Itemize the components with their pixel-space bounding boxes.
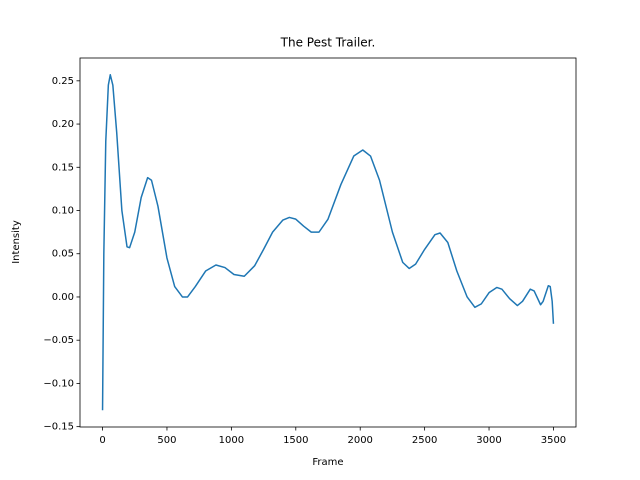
y-tick-label: −0.10 xyxy=(43,378,74,389)
y-axis-label: Intensity xyxy=(11,220,22,264)
y-tick-label: −0.15 xyxy=(43,422,74,433)
x-tick-label: 500 xyxy=(157,435,176,446)
y-tick-label: 0.25 xyxy=(52,76,74,87)
x-tick-label: 2000 xyxy=(347,435,372,446)
plot-frame xyxy=(79,57,577,428)
data-line xyxy=(101,74,555,411)
x-tick-label: 0 xyxy=(99,435,105,446)
y-tick-label: 0.00 xyxy=(52,292,74,303)
x-tick-label: 3500 xyxy=(541,435,566,446)
y-tick-label: 0.10 xyxy=(52,206,74,217)
x-tick-label: 1000 xyxy=(219,435,244,446)
y-tick-label: 0.20 xyxy=(52,119,74,130)
x-tick-label: 1500 xyxy=(283,435,308,446)
y-tick-label: −0.05 xyxy=(43,335,74,346)
y-tick-label: 0.15 xyxy=(52,162,74,173)
x-tick-label: 3000 xyxy=(476,435,501,446)
x-tick-label: 2500 xyxy=(412,435,437,446)
y-tick-label: 0.05 xyxy=(52,249,74,260)
chart-title: The Pest Trailer. xyxy=(280,36,376,50)
x-axis-label: Frame xyxy=(312,457,343,468)
